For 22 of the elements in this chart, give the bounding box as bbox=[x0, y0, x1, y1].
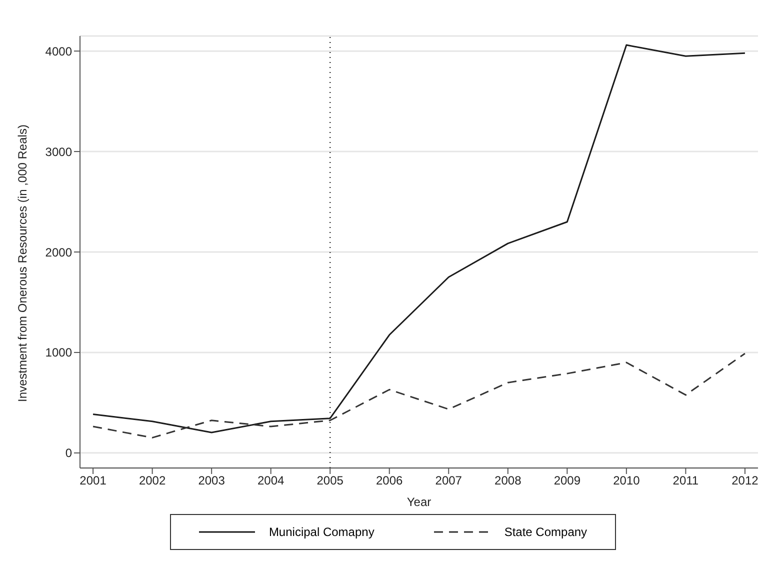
y-axis-title: Investment from Onerous Resources (in ,000 Reals) bbox=[15, 124, 30, 402]
y-tick-label: 4000 bbox=[45, 44, 72, 58]
x-tick-label: 2005 bbox=[316, 474, 344, 488]
x-tick-label: 2011 bbox=[672, 474, 699, 488]
legend-label: Municipal Comapny bbox=[268, 525, 374, 539]
x-axis-title: Year bbox=[406, 495, 432, 509]
x-tick-label: 2009 bbox=[554, 474, 581, 488]
y-tick-label: 3000 bbox=[45, 144, 72, 159]
x-tick-label: 2002 bbox=[138, 474, 166, 488]
line-series bbox=[92, 44, 746, 434]
y-tick-label: 1000 bbox=[45, 346, 72, 360]
x-tick-label: 2004 bbox=[257, 474, 285, 488]
x-tick-label: 2007 bbox=[435, 474, 462, 488]
x-tick-label: 2006 bbox=[376, 474, 404, 488]
y-tick-label: 0 bbox=[65, 446, 72, 460]
legend-label: State Company bbox=[504, 525, 588, 539]
x-tick-label: 2003 bbox=[198, 474, 226, 488]
y-tick-label: 2000 bbox=[45, 245, 72, 260]
x-tick-label: 2012 bbox=[732, 474, 759, 488]
x-tick-label: 2008 bbox=[494, 474, 522, 488]
x-tick-label: 2001 bbox=[80, 474, 107, 488]
x-tick-label: 2010 bbox=[613, 474, 640, 488]
